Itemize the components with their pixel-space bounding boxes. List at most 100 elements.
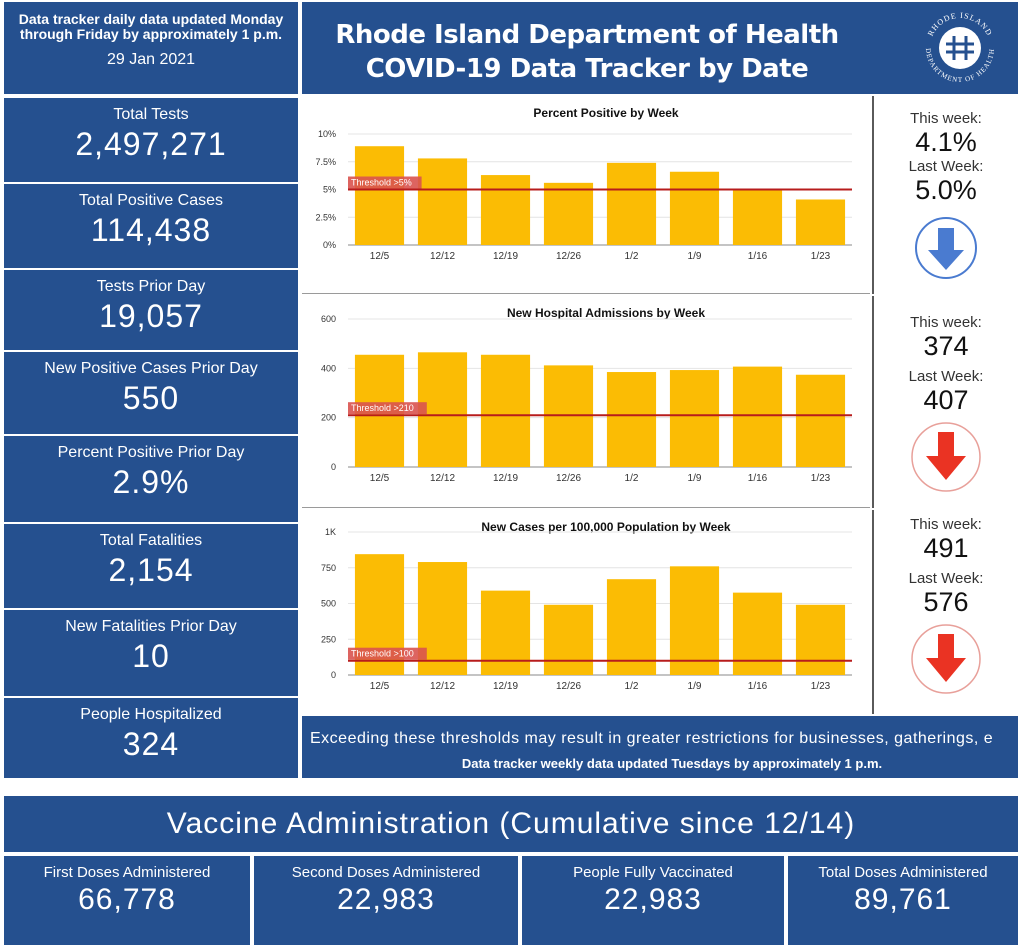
x-tick-label: 12/19 <box>493 681 518 692</box>
this-week-value: 374 <box>923 331 969 361</box>
x-tick-label: 12/26 <box>556 251 581 262</box>
bar <box>417 158 468 245</box>
vaccine-label: Second Doses Administered <box>291 864 481 881</box>
metric-total-tests: Total Tests 2,497,271 <box>4 98 298 182</box>
metric-value: 324 <box>122 726 180 762</box>
vaccine-label: First Doses Administered <box>43 864 211 881</box>
bar <box>606 372 657 467</box>
this-week-label: This week: <box>910 110 982 127</box>
vaccine-label: Total Doses Administered <box>818 864 988 881</box>
weekly-update-note: Data tracker weekly data updated Tuesday… <box>461 756 883 771</box>
metric-label: Total Tests <box>113 106 189 123</box>
bar <box>480 590 531 675</box>
down-arrow-red-icon <box>911 624 981 694</box>
threshold-label: Threshold >100 <box>351 649 414 659</box>
metric-label: New Positive Cases Prior Day <box>44 360 258 377</box>
y-tick-label: 1K <box>325 527 336 537</box>
y-tick-label: 600 <box>321 314 336 324</box>
vaccine-total-doses: Total Doses Administered 89,761 <box>788 856 1018 945</box>
chart-percent-positive: Percent Positive by Week 0% 2.5% 5% 7.5% 10% 1… <box>302 96 870 294</box>
chart-svg: New Cases per 100,000 Population by Week… <box>321 520 852 692</box>
x-tick-label: 1/9 <box>688 251 702 262</box>
y-tick-label: 2.5% <box>315 212 336 222</box>
x-tick-label: 12/26 <box>556 681 581 692</box>
y-tick-label: 0% <box>323 240 336 250</box>
bar <box>732 189 783 245</box>
x-tick-label: 1/23 <box>811 473 831 484</box>
threshold-note-panel: Exceeding these thresholds may result in… <box>302 716 1018 778</box>
x-tick-label: 12/5 <box>370 473 390 484</box>
metric-people-hospitalized: People Hospitalized 324 <box>4 698 298 778</box>
chart-svg: New Hospital Admissions by Week 0 200 400 60… <box>321 306 852 484</box>
bar <box>795 374 846 467</box>
x-tick-label: 12/12 <box>430 251 455 262</box>
this-week-label: This week: <box>910 516 982 533</box>
title-line-1: Rhode Island Department of Health <box>335 20 839 50</box>
y-tick-label: 10% <box>318 129 336 139</box>
vaccine-first-doses: First Doses Administered 66,778 <box>4 856 250 945</box>
metric-label: People Hospitalized <box>80 706 222 723</box>
last-week-value: 5.0% <box>915 175 977 205</box>
vaccine-second-doses: Second Doses Administered 22,983 <box>254 856 518 945</box>
metric-value: 10 <box>132 638 170 674</box>
x-tick-label: 1/9 <box>688 473 702 484</box>
x-tick-label: 1/16 <box>748 473 768 484</box>
y-tick-label: 5% <box>323 185 336 195</box>
metric-label: Total Fatalities <box>99 532 203 549</box>
threshold-note: Exceeding these thresholds may result in… <box>310 730 994 747</box>
threshold-label-bg <box>348 647 427 660</box>
x-tick-label: 1/2 <box>625 681 639 692</box>
bar <box>606 579 657 675</box>
x-tick-label: 1/16 <box>748 251 768 262</box>
x-tick-label: 1/23 <box>811 251 831 262</box>
metric-value: 2.9% <box>112 464 190 500</box>
bar <box>606 162 657 245</box>
x-tick-label: 1/23 <box>811 681 831 692</box>
bar <box>669 370 720 467</box>
x-tick-label: 12/12 <box>430 473 455 484</box>
bar <box>543 604 594 675</box>
y-tick-label: 0 <box>331 670 336 680</box>
report-date: 29 Jan 2021 <box>106 51 196 68</box>
this-week-value: 491 <box>923 533 969 563</box>
metric-total-positive-cases: Total Positive Cases 114,438 <box>4 184 298 268</box>
bar <box>480 175 531 245</box>
last-week-label: Last Week: <box>908 368 984 385</box>
y-tick-label: 0 <box>331 462 336 472</box>
header-title-panel: Rhode Island Department of Health COVID-… <box>302 2 1018 94</box>
chart-hospital-admissions: New Hospital Admissions by Week 0 200 400 60… <box>302 296 870 508</box>
bar <box>795 199 846 245</box>
bar <box>732 592 783 675</box>
threshold-label-bg <box>348 402 427 415</box>
compare-percent-positive: This week: 4.1% Last Week: 5.0% <box>872 96 1018 294</box>
vaccine-value: 22,983 <box>337 883 435 916</box>
last-week-value: 576 <box>923 587 969 617</box>
bar <box>354 146 405 245</box>
chart-svg: Percent Positive by Week 0% 2.5% 5% 7.5% 10% 1… <box>315 106 852 262</box>
this-week-value: 4.1% <box>915 127 977 157</box>
last-week-label: Last Week: <box>908 570 984 587</box>
vaccine-label: People Fully Vaccinated <box>573 864 733 881</box>
y-tick-label: 250 <box>321 634 336 644</box>
bar <box>543 182 594 245</box>
y-tick-label: 750 <box>321 563 336 573</box>
x-tick-label: 12/26 <box>556 473 581 484</box>
threshold-label-bg <box>348 176 422 189</box>
chart-new-cases: New Cases per 100,000 Population by Week… <box>302 510 870 714</box>
metric-label: New Fatalities Prior Day <box>65 618 237 635</box>
x-tick-label: 1/2 <box>625 473 639 484</box>
metric-value: 114,438 <box>90 212 212 248</box>
metric-new-positive-cases: New Positive Cases Prior Day 550 <box>4 352 298 434</box>
threshold-label: Threshold >210 <box>351 403 414 413</box>
x-tick-label: 12/19 <box>493 251 518 262</box>
metric-value: 2,497,271 <box>75 126 227 162</box>
bar <box>669 171 720 245</box>
last-week-value: 407 <box>923 385 969 415</box>
x-tick-label: 1/2 <box>625 251 639 262</box>
metric-tests-prior-day: Tests Prior Day 19,057 <box>4 270 298 350</box>
bar <box>480 354 531 467</box>
chart-title: New Hospital Admissions by Week <box>507 306 705 320</box>
page-title: Rhode Island Department of Health COVID-… <box>302 18 872 86</box>
header-update-panel: Data tracker daily data updated Monday t… <box>4 2 298 94</box>
chart-title: New Cases per 100,000 Population by Week <box>481 520 731 534</box>
